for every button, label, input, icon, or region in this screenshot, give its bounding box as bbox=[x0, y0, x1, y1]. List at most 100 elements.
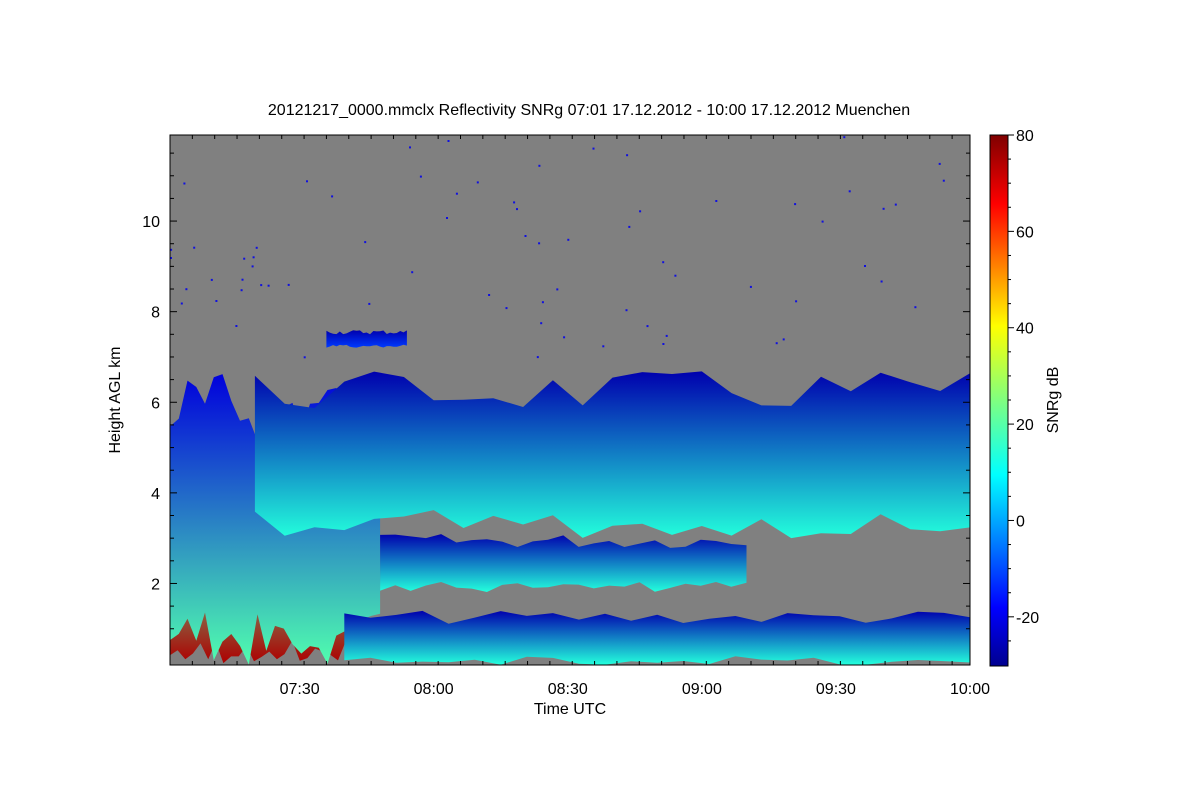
y-axis-label: Height AGL km bbox=[107, 346, 124, 453]
heatmap-region bbox=[254, 371, 970, 539]
noise-speckle bbox=[639, 210, 642, 213]
x-tick-label: 09:00 bbox=[682, 681, 722, 698]
y-tick-label: 6 bbox=[151, 395, 160, 412]
y-tick-label: 2 bbox=[151, 576, 160, 593]
noise-speckle bbox=[662, 261, 665, 264]
x-tick-label: 08:00 bbox=[414, 681, 454, 698]
noise-speckle bbox=[782, 338, 785, 341]
colorbar-axis: 80 60 40 20 0 -20 bbox=[1008, 128, 1039, 642]
noise-speckle bbox=[505, 307, 508, 310]
noise-speckle bbox=[241, 278, 244, 281]
noise-speckle bbox=[625, 309, 628, 312]
y-tick-label: 10 bbox=[142, 214, 160, 231]
noise-speckle bbox=[567, 238, 570, 241]
colorbar-tick-label: -20 bbox=[1016, 610, 1039, 627]
noise-speckle bbox=[821, 220, 824, 223]
noise-speckle bbox=[914, 306, 917, 309]
heatmap-region bbox=[326, 330, 407, 348]
y-tick-label: 8 bbox=[151, 305, 160, 322]
noise-speckle bbox=[411, 271, 414, 274]
noise-speckle bbox=[193, 246, 196, 249]
noise-speckle bbox=[419, 175, 422, 178]
noise-speckle bbox=[880, 280, 883, 283]
noise-speckle bbox=[749, 285, 752, 288]
noise-speckle bbox=[794, 203, 797, 206]
colorbar-tick-label: 40 bbox=[1016, 321, 1034, 338]
noise-speckle bbox=[476, 181, 479, 184]
colorbar-tick-label: 20 bbox=[1016, 417, 1034, 434]
noise-speckle bbox=[864, 265, 866, 267]
noise-speckle bbox=[538, 164, 541, 167]
noise-speckle bbox=[592, 147, 595, 150]
noise-speckle bbox=[541, 301, 544, 304]
noise-speckle bbox=[538, 242, 541, 245]
noise-speckle bbox=[513, 201, 516, 204]
y-axis: 2 4 6 8 10 bbox=[142, 152, 970, 630]
noise-speckle bbox=[602, 345, 605, 348]
noise-speckle bbox=[938, 162, 941, 165]
noise-speckle bbox=[626, 154, 629, 157]
chart-title: 20121217_0000.mmclx Reflectivity SNRg 07… bbox=[268, 102, 910, 119]
noise-speckle bbox=[170, 248, 173, 251]
noise-speckle bbox=[303, 356, 306, 359]
noise-speckle bbox=[882, 207, 885, 210]
x-tick-label: 10:00 bbox=[950, 681, 990, 698]
noise-speckle bbox=[364, 241, 367, 244]
x-axis-label: Time UTC bbox=[534, 701, 606, 718]
noise-speckle bbox=[556, 288, 559, 291]
noise-speckle bbox=[287, 283, 290, 286]
noise-speckle bbox=[894, 203, 897, 206]
noise-speckle bbox=[170, 257, 172, 259]
noise-speckle bbox=[215, 300, 218, 302]
noise-speckle bbox=[516, 208, 518, 211]
noise-speckle bbox=[331, 195, 334, 198]
noise-speckle bbox=[775, 342, 778, 345]
colorbar-tick-label: 80 bbox=[1016, 128, 1034, 145]
colorbar-tick-label: 0 bbox=[1016, 513, 1025, 530]
noise-speckle bbox=[183, 182, 186, 185]
y-tick-label: 4 bbox=[151, 486, 160, 503]
noise-speckle bbox=[715, 200, 718, 202]
noise-speckle bbox=[240, 289, 243, 292]
noise-speckle bbox=[455, 192, 458, 195]
noise-speckle bbox=[255, 246, 258, 249]
noise-speckle bbox=[260, 284, 263, 287]
noise-speckle bbox=[409, 146, 411, 149]
noise-speckle bbox=[306, 180, 308, 183]
noise-speckle bbox=[524, 235, 527, 237]
noise-speckle bbox=[210, 278, 213, 281]
heatmap-region bbox=[344, 610, 970, 665]
heatmap-regions bbox=[170, 330, 970, 665]
noise-speckle bbox=[628, 225, 631, 228]
colorbar-label: SNRg dB bbox=[1045, 367, 1062, 434]
x-tick-label: 09:30 bbox=[816, 681, 856, 698]
x-axis: 07:30 08:00 08:30 09:00 09:30 10:00 bbox=[169, 135, 990, 698]
colorbar bbox=[989, 134, 1009, 667]
noise-speckle bbox=[843, 136, 846, 139]
noise-speckle bbox=[446, 217, 448, 219]
noise-speckle bbox=[942, 179, 945, 182]
noise-speckle bbox=[243, 257, 246, 260]
x-tick-label: 07:30 bbox=[280, 681, 320, 698]
noise-speckle bbox=[447, 140, 450, 142]
noise-speckle bbox=[646, 325, 649, 328]
noise-speckle bbox=[235, 325, 238, 327]
noise-speckle bbox=[674, 274, 677, 277]
noise-speckle bbox=[536, 356, 539, 359]
noise-speckle bbox=[795, 300, 798, 303]
noise-speckle bbox=[563, 336, 566, 339]
noise-speckle bbox=[267, 284, 270, 287]
noise-speckle bbox=[185, 288, 188, 291]
noise-speckle bbox=[662, 343, 665, 345]
colorbar-tick-label: 60 bbox=[1016, 224, 1034, 241]
x-tick-label: 08:30 bbox=[548, 681, 588, 698]
heatmap-region bbox=[380, 534, 747, 592]
noise-speckle bbox=[180, 302, 183, 305]
noise-speckle bbox=[665, 334, 668, 337]
noise-speckle bbox=[252, 256, 255, 259]
noise-speckles bbox=[170, 136, 945, 359]
plot-frame bbox=[169, 134, 971, 666]
noise-speckle bbox=[368, 302, 371, 305]
